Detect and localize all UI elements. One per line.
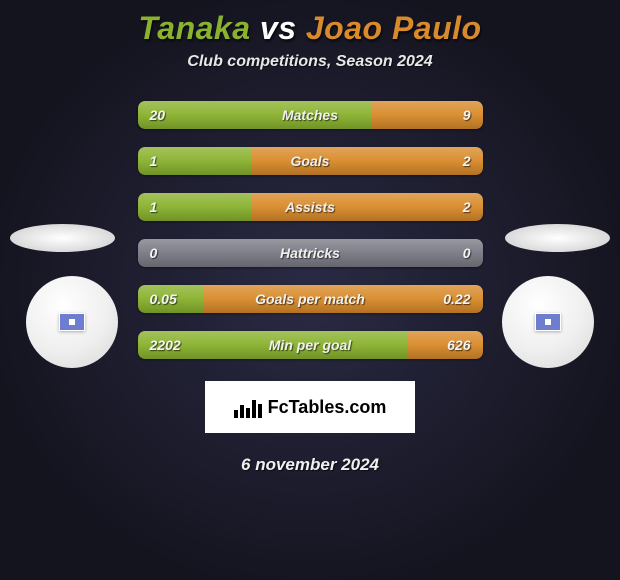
branding-text: FcTables.com: [268, 397, 387, 418]
stat-label: Hattricks: [280, 245, 340, 261]
left-circle-deco: [26, 276, 118, 368]
vs-separator: vs: [251, 10, 306, 46]
stat-value-left: 0.05: [150, 291, 177, 307]
stat-value-right: 9: [463, 107, 471, 123]
stat-value-right: 0: [463, 245, 471, 261]
right-flag-icon: [535, 313, 561, 331]
subtitle: Club competitions, Season 2024: [0, 53, 620, 71]
stat-value-left: 0: [150, 245, 158, 261]
stat-row: 1 2 Goals: [138, 147, 483, 175]
player-right-name: Joao Paulo: [306, 10, 482, 46]
stat-bar-right: [251, 147, 482, 175]
bar-chart-icon: [234, 396, 262, 418]
footer-date: 6 november 2024: [0, 455, 620, 475]
branding-box: FcTables.com: [205, 381, 415, 433]
stat-value-right: 0.22: [443, 291, 470, 307]
stat-row: 20 9 Matches: [138, 101, 483, 129]
stat-value-left: 1: [150, 199, 158, 215]
stat-row: 2202 626 Min per goal: [138, 331, 483, 359]
stat-label: Assists: [285, 199, 335, 215]
page-title: Tanaka vs Joao Paulo: [0, 10, 620, 47]
stat-value-left: 20: [150, 107, 166, 123]
stats-chart: 20 9 Matches 1 2 Goals 1 2 Assists 0 0 Hattricks 0.0…: [138, 101, 483, 359]
right-ellipse-deco: [505, 224, 610, 252]
stat-value-left: 2202: [150, 337, 181, 353]
stat-label: Min per goal: [269, 337, 351, 353]
stat-row: 0.05 0.22 Goals per match: [138, 285, 483, 313]
stat-label: Goals: [291, 153, 330, 169]
stat-value-right: 2: [463, 153, 471, 169]
stat-value-left: 1: [150, 153, 158, 169]
stat-row: 1 2 Assists: [138, 193, 483, 221]
stat-row: 0 0 Hattricks: [138, 239, 483, 267]
left-ellipse-deco: [10, 224, 115, 252]
stat-bar-right: [407, 331, 483, 359]
stat-label: Matches: [282, 107, 338, 123]
player-left-name: Tanaka: [138, 10, 250, 46]
left-flag-icon: [59, 313, 85, 331]
stat-value-right: 626: [447, 337, 470, 353]
comparison-infographic: Tanaka vs Joao Paulo Club competitions, …: [0, 0, 620, 580]
right-circle-deco: [502, 276, 594, 368]
stat-value-right: 2: [463, 199, 471, 215]
stat-label: Goals per match: [255, 291, 365, 307]
